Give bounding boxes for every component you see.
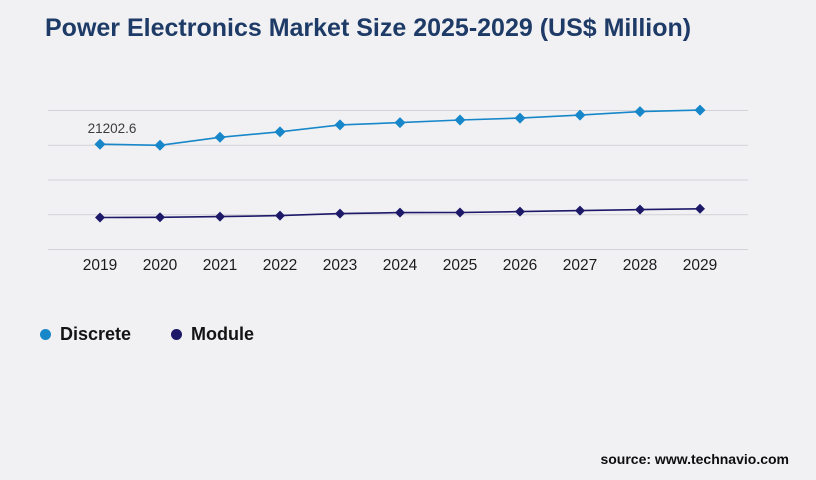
data-point-discrete-2021	[214, 131, 226, 143]
x-axis-label: 2019	[83, 257, 117, 274]
x-axis-label: 2022	[263, 257, 297, 274]
x-axis-label: 2020	[143, 257, 178, 274]
data-point-module-2024	[395, 207, 405, 218]
x-axis-label: 2021	[203, 257, 237, 274]
data-point-discrete-2026	[514, 112, 526, 124]
legend-label-discrete: Discrete	[60, 324, 132, 344]
data-label: 21202.6	[88, 121, 137, 136]
data-point-module-2028	[635, 204, 645, 215]
chart-title: Power Electronics Market Size 2025-2029 …	[45, 14, 692, 42]
discrete-series-dot-icon	[40, 329, 51, 340]
x-axis-label: 2024	[383, 257, 418, 274]
data-point-discrete-2029	[694, 104, 706, 116]
legend-item-discrete: Discrete	[40, 324, 131, 345]
data-point-discrete-2022	[274, 126, 286, 138]
data-point-module-2027	[575, 205, 585, 216]
x-axis-label: 2027	[563, 257, 597, 274]
data-point-module-2022	[275, 210, 285, 221]
data-point-module-2021	[215, 211, 225, 222]
legend-item-module: Module	[171, 324, 254, 345]
data-point-discrete-2024	[394, 117, 406, 129]
data-point-discrete-2027	[574, 109, 586, 121]
module-series-dot-icon	[171, 329, 183, 340]
data-point-module-2019	[95, 212, 105, 223]
x-axis-label: 2029	[683, 257, 717, 274]
data-point-discrete-2020	[154, 139, 166, 151]
data-point-module-2020	[155, 212, 165, 223]
x-axis-label: 2026	[503, 257, 537, 274]
x-axis-label: 2028	[623, 257, 657, 274]
data-point-module-2029	[695, 203, 705, 214]
data-point-discrete-2023	[334, 119, 346, 131]
source-attribution: source: www.technavio.com	[600, 451, 789, 467]
data-point-module-2025	[455, 207, 465, 218]
data-point-discrete-2028	[634, 106, 646, 118]
data-point-module-2023	[335, 208, 345, 219]
data-point-discrete-2025	[454, 114, 466, 126]
data-point-module-2026	[515, 206, 525, 217]
x-axis-label: 2023	[323, 257, 357, 274]
chart-legend: Discrete Module	[40, 324, 254, 345]
x-axis-label: 2025	[443, 257, 477, 274]
legend-label-module: Module	[191, 324, 255, 344]
data-point-discrete-2019	[94, 138, 106, 150]
